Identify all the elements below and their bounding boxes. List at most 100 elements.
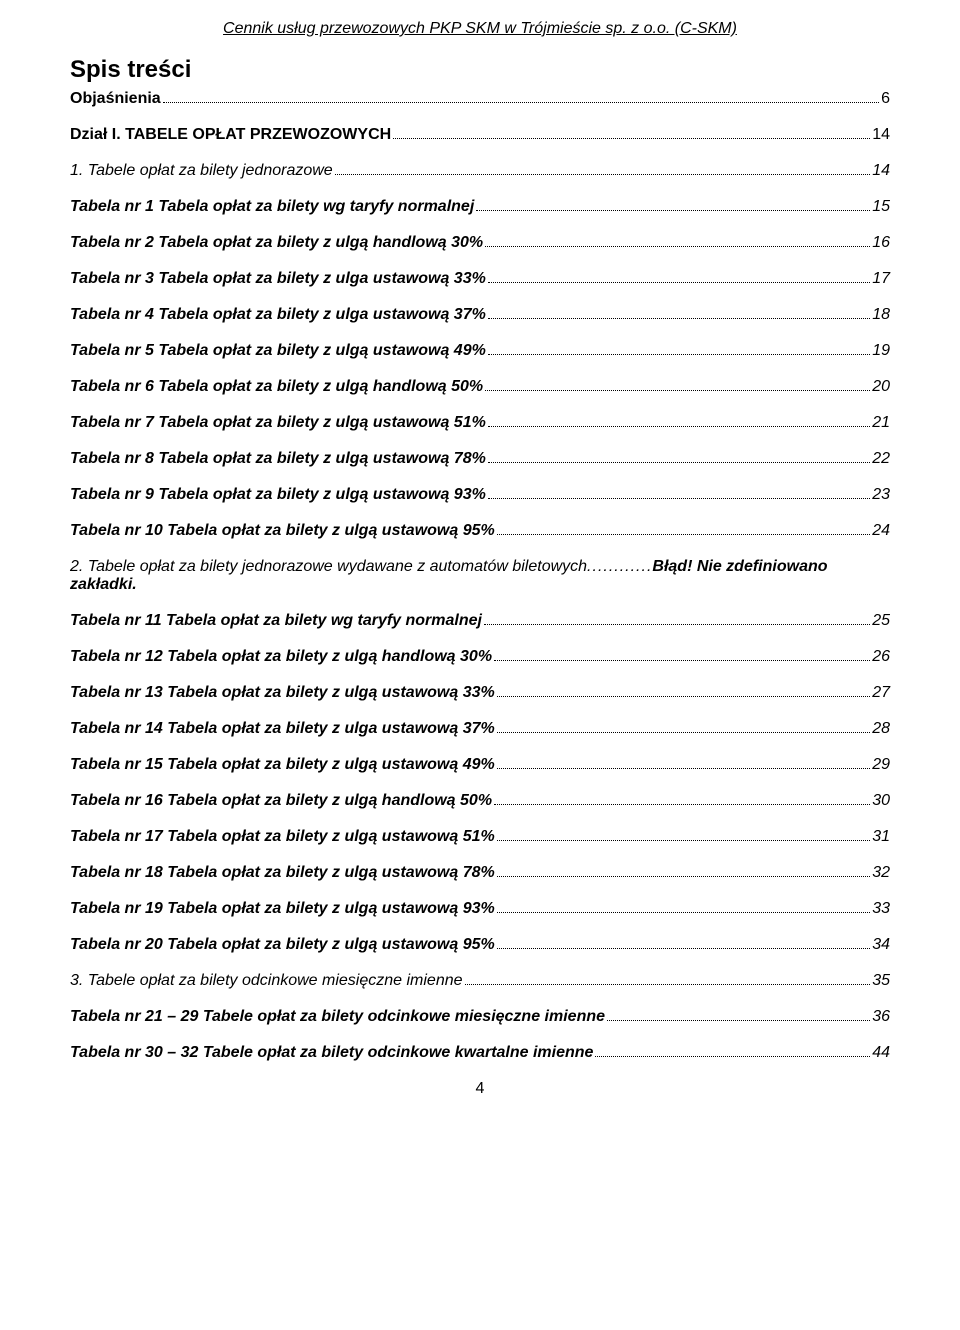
toc-entry: Tabela nr 9 Tabela opłat za bilety z ulg…: [70, 486, 890, 504]
toc-error-entry: 2. Tabele opłat za bilety jednorazowe wy…: [70, 558, 890, 594]
toc-dots: [476, 210, 870, 211]
toc-dots: [488, 318, 870, 319]
toc-entry-label: Tabela nr 4 Tabela opłat za bilety z ulg…: [70, 306, 486, 324]
toc-dots: [494, 804, 870, 805]
toc-entry: Tabela nr 20 Tabela opłat za bilety z ul…: [70, 936, 890, 954]
toc-entry-page: 35: [872, 972, 890, 990]
toc-dots: [488, 498, 870, 499]
toc-dots: [497, 840, 870, 841]
toc-entry-label: Tabela nr 16 Tabela opłat za bilety z ul…: [70, 792, 492, 810]
toc-entry-label: Dział I. TABELE OPŁAT PRZEWOZOWYCH: [70, 126, 391, 144]
toc-dots: [497, 912, 870, 913]
toc-entry-label: Tabela nr 12 Tabela opłat za bilety z ul…: [70, 648, 492, 666]
toc-entry: Tabela nr 16 Tabela opłat za bilety z ul…: [70, 792, 890, 810]
toc-entry-page: 30: [872, 792, 890, 810]
toc-entry: Tabela nr 10 Tabela opłat za bilety z ul…: [70, 522, 890, 540]
toc-entry: Tabela nr 18 Tabela opłat za bilety z ul…: [70, 864, 890, 882]
toc-entry-page: 22: [872, 450, 890, 468]
toc-entry-page: 34: [872, 936, 890, 954]
toc-error-label: 2. Tabele opłat za bilety jednorazowe wy…: [70, 558, 587, 575]
toc-entry-page: 14: [872, 162, 890, 180]
toc-entry-page: 32: [872, 864, 890, 882]
toc-entry-label: 1. Tabele opłat za bilety jednorazowe: [70, 162, 333, 180]
toc-list: Objaśnienia 6 Dział I. TABELE OPŁAT PRZEW…: [70, 90, 890, 540]
toc-entry: Tabela nr 4 Tabela opłat za bilety z ulg…: [70, 306, 890, 324]
toc-entry-label: Tabela nr 15 Tabela opłat za bilety z ul…: [70, 756, 495, 774]
toc-dots: [393, 138, 870, 139]
toc-entry-page: 14: [872, 126, 890, 144]
toc-entry: Dział I. TABELE OPŁAT PRZEWOZOWYCH 14: [70, 126, 890, 144]
toc-entry-page: 27: [872, 684, 890, 702]
toc-entry-label: Tabela nr 7 Tabela opłat za bilety z ulg…: [70, 414, 486, 432]
toc-entry-label: Tabela nr 2 Tabela opłat za bilety z ulg…: [70, 234, 483, 252]
toc-entry-page: 25: [872, 612, 890, 630]
toc-list-2: Tabela nr 11 Tabela opłat za bilety wg t…: [70, 612, 890, 1062]
toc-entry: Tabela nr 12 Tabela opłat za bilety z ul…: [70, 648, 890, 666]
toc-entry-page: 24: [872, 522, 890, 540]
toc-entry: Tabela nr 5 Tabela opłat za bilety z ulg…: [70, 342, 890, 360]
toc-entry: Tabela nr 14 Tabela opłat za bilety z ul…: [70, 720, 890, 738]
toc-dots: [497, 696, 870, 697]
page-number: 4: [70, 1080, 890, 1098]
toc-entry-page: 16: [872, 234, 890, 252]
toc-entry: Tabela nr 13 Tabela opłat za bilety z ul…: [70, 684, 890, 702]
toc-entry: Tabela nr 15 Tabela opłat za bilety z ul…: [70, 756, 890, 774]
toc-dots: [163, 102, 879, 103]
toc-entry-label: Objaśnienia: [70, 90, 161, 108]
toc-entry: Tabela nr 3 Tabela opłat za bilety z ulg…: [70, 270, 890, 288]
toc-entry-page: 19: [872, 342, 890, 360]
toc-error-dots: ............: [587, 558, 652, 575]
toc-entry-page: 17: [872, 270, 890, 288]
toc-dots: [607, 1020, 870, 1021]
toc-entry-label: Tabela nr 20 Tabela opłat za bilety z ul…: [70, 936, 495, 954]
toc-entry: Tabela nr 8 Tabela opłat za bilety z ulg…: [70, 450, 890, 468]
toc-entry-label: Tabela nr 1 Tabela opłat za bilety wg ta…: [70, 198, 474, 216]
toc-entry: Tabela nr 17 Tabela opłat za bilety z ul…: [70, 828, 890, 846]
toc-entry-page: 6: [881, 90, 890, 108]
toc-dots: [497, 768, 870, 769]
toc-entry: Tabela nr 1 Tabela opłat za bilety wg ta…: [70, 198, 890, 216]
toc-entry: Tabela nr 19 Tabela opłat za bilety z ul…: [70, 900, 890, 918]
toc-entry-label: Tabela nr 21 – 29 Tabele opłat za bilety…: [70, 1008, 605, 1026]
toc-entry-label: Tabela nr 3 Tabela opłat za bilety z ulg…: [70, 270, 486, 288]
toc-entry-label: Tabela nr 6 Tabela opłat za bilety z ulg…: [70, 378, 483, 396]
toc-entry-page: 44: [872, 1044, 890, 1062]
toc-dots: [335, 174, 871, 175]
toc-entry-label: Tabela nr 14 Tabela opłat za bilety z ul…: [70, 720, 495, 738]
toc-entry-page: 23: [872, 486, 890, 504]
toc-entry-label: Tabela nr 18 Tabela opłat za bilety z ul…: [70, 864, 495, 882]
toc-entry-label: Tabela nr 11 Tabela opłat za bilety wg t…: [70, 612, 482, 630]
toc-entry-label: Tabela nr 17 Tabela opłat za bilety z ul…: [70, 828, 495, 846]
toc-entry-page: 21: [872, 414, 890, 432]
toc-entry-page: 20: [872, 378, 890, 396]
toc-entry-label: Tabela nr 10 Tabela opłat za bilety z ul…: [70, 522, 495, 540]
toc-title: Spis treści: [70, 56, 890, 84]
toc-dots: [497, 948, 870, 949]
toc-entry-label: Tabela nr 13 Tabela opłat za bilety z ul…: [70, 684, 495, 702]
toc-dots: [488, 354, 870, 355]
toc-entry-label: Tabela nr 19 Tabela opłat za bilety z ul…: [70, 900, 495, 918]
toc-entry: Tabela nr 30 – 32 Tabele opłat za bilety…: [70, 1044, 890, 1062]
toc-entry-page: 31: [872, 828, 890, 846]
toc-dots: [484, 624, 870, 625]
toc-entry-page: 26: [872, 648, 890, 666]
toc-entry: Tabela nr 21 – 29 Tabele opłat za bilety…: [70, 1008, 890, 1026]
toc-entry-label: Tabela nr 5 Tabela opłat za bilety z ulg…: [70, 342, 486, 360]
toc-entry: Tabela nr 7 Tabela opłat za bilety z ulg…: [70, 414, 890, 432]
toc-dots: [497, 732, 870, 733]
toc-entry-page: 33: [872, 900, 890, 918]
toc-entry: Tabela nr 6 Tabela opłat za bilety z ulg…: [70, 378, 890, 396]
toc-dots: [465, 984, 871, 985]
toc-entry-label: Tabela nr 30 – 32 Tabele opłat za bilety…: [70, 1044, 593, 1062]
toc-entry-page: 29: [872, 756, 890, 774]
toc-entry: Tabela nr 2 Tabela opłat za bilety z ulg…: [70, 234, 890, 252]
document-header: Cennik usług przewozowych PKP SKM w Trój…: [70, 20, 890, 38]
toc-entry: 1. Tabele opłat za bilety jednorazowe 14: [70, 162, 890, 180]
toc-dots: [485, 390, 870, 391]
toc-entry-page: 36: [872, 1008, 890, 1026]
toc-dots: [485, 246, 870, 247]
toc-entry: 3. Tabele opłat za bilety odcinkowe mies…: [70, 972, 890, 990]
toc-entry: Objaśnienia 6: [70, 90, 890, 108]
toc-dots: [595, 1056, 870, 1057]
toc-entry-label: Tabela nr 9 Tabela opłat za bilety z ulg…: [70, 486, 486, 504]
